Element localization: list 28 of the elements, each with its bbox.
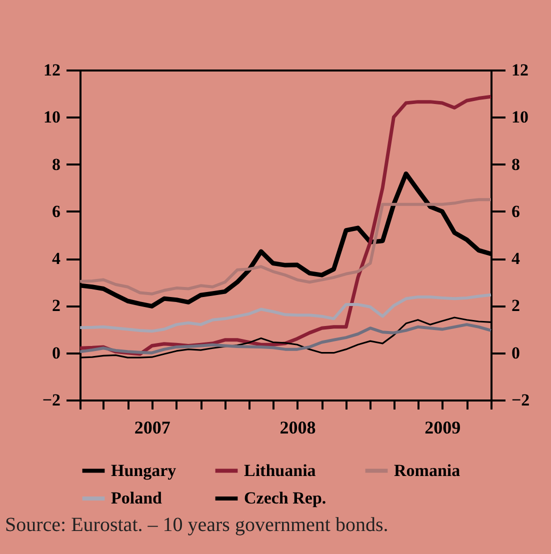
y2-tick-label: 6 — [512, 202, 520, 221]
legend-label: Romania — [394, 460, 461, 480]
y-tick-label: 0 — [52, 343, 60, 362]
legend-label: Poland — [111, 488, 163, 508]
line-series — [78, 323, 492, 354]
y-tick-label: 6 — [52, 202, 60, 221]
y2-tick-label: 12 — [512, 60, 528, 80]
x-tick-label: 2007 — [134, 418, 170, 438]
source-note: Source: Eurostat. – 10 years government bonds. — [5, 514, 388, 536]
y-tick-label: 12 — [44, 60, 60, 80]
y2-tick-label: −2 — [512, 390, 530, 410]
y-tick-label: −2 — [42, 390, 60, 410]
x-tick-label: 2008 — [280, 418, 316, 438]
legend-label: Hungary — [111, 460, 177, 480]
y2-tick-label: 10 — [512, 108, 528, 127]
line-series — [78, 293, 492, 333]
legend-label: Czech Rep. — [244, 488, 326, 508]
x-tick-label: 2009 — [424, 418, 461, 438]
y2-tick-label: 0 — [512, 343, 520, 362]
y-tick-label: 2 — [52, 296, 60, 316]
y2-tick-label: 8 — [512, 154, 520, 174]
y-tick-label: 4 — [52, 249, 61, 268]
y2-tick-label: 2 — [512, 296, 520, 316]
legend-label: Lithuania — [244, 460, 316, 480]
y2-tick-label: 4 — [512, 249, 520, 268]
line-series — [78, 198, 492, 296]
y-tick-label: 10 — [44, 108, 60, 127]
y-tick-label: 8 — [52, 154, 60, 174]
